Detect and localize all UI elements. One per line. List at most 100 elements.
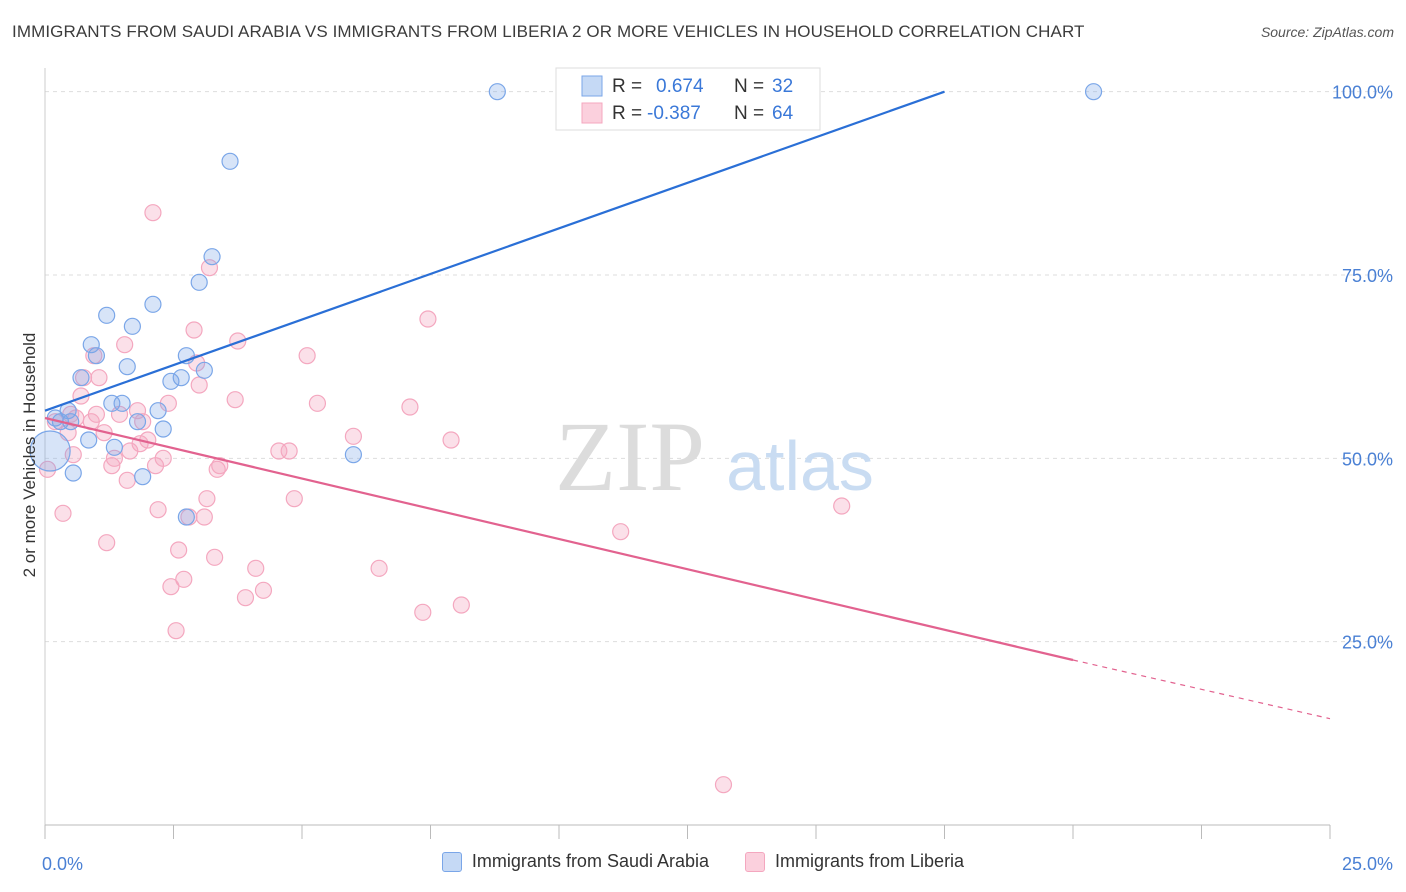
data-point-saudi [172,369,190,387]
legend-label-saudi: Immigrants from Saudi Arabia [471,851,710,871]
data-point-liberia [236,589,255,607]
data-point-saudi [144,295,162,313]
legend-r-value-saudi: 0.674 [656,76,704,97]
y-tick-labels: 25.0% 50.0% 75.0% 100.0% [1332,83,1393,653]
data-point-saudi [162,372,180,390]
correlation-legend: R = 0.674 N = 32 R = -0.387 N = 64 [555,67,821,131]
series-saudi-points [29,83,1103,526]
data-point-liberia [344,427,362,445]
legend-n-label: N = [734,76,764,97]
chart-title: IMMIGRANTS FROM SAUDI ARABIA VS IMMIGRAN… [12,22,1085,41]
data-point-liberia [254,581,273,599]
y-axis-label: 2 or more Vehicles in Household [20,333,39,578]
data-point-saudi [154,420,172,438]
data-point-liberia [419,310,437,328]
data-point-liberia [116,336,134,354]
data-point-saudi [82,336,100,354]
data-point-saudi [1084,83,1103,101]
data-point-liberia [206,548,224,566]
data-point-saudi [80,431,98,449]
legend-swatch-saudi [441,851,462,872]
data-point-saudi [344,446,362,464]
data-point-liberia [833,497,851,515]
legend-label-liberia: Immigrants from Liberia [775,851,965,871]
data-point-liberia [401,398,419,416]
data-point-saudi [177,508,195,526]
x-tick-labels: 0.0% 25.0% [42,854,1393,874]
trend-line-liberia-extension [1072,659,1331,720]
source-label: Source: ZipAtlas.com [1260,24,1394,40]
data-point-liberia [154,449,172,467]
series-liberia-points [38,204,851,794]
axes [44,68,1331,839]
legend-item-saudi[interactable]: Immigrants from Saudi Arabia [441,851,710,872]
data-point-liberia [162,578,180,596]
data-point-liberia [200,259,219,277]
data-point-saudi [64,464,82,482]
data-point-liberia [452,596,470,614]
x-tick-label: 25.0% [1342,854,1393,874]
x-tick-label: 0.0% [42,854,83,874]
legend-swatch-liberia [745,851,766,872]
legend-n-label: N = [734,103,764,124]
data-point-liberia [280,442,298,460]
legend-item-liberia[interactable]: Immigrants from Liberia [745,851,964,872]
data-point-liberia [167,622,185,640]
data-point-saudi [190,273,208,291]
legend-swatch-saudi [581,75,603,97]
data-point-liberia [226,391,244,409]
data-point-saudi [118,358,136,376]
data-point-liberia [285,490,303,508]
legend-n-value-liberia: 64 [772,103,794,124]
data-point-saudi [149,402,167,420]
y-tick-label: 25.0% [1342,633,1393,653]
data-point-liberia [442,431,460,449]
data-point-liberia [211,457,229,475]
trend-lines [44,90,1331,720]
data-point-liberia [229,332,247,350]
data-point-liberia [185,321,203,339]
legend-r-label: R = [612,76,642,97]
watermark-zip: ZIP [555,401,705,512]
data-point-liberia [64,446,82,464]
data-point-liberia [149,501,167,519]
data-point-saudi [203,248,221,266]
data-point-liberia [54,504,72,522]
data-point-liberia [144,204,162,222]
data-point-liberia [370,559,388,577]
data-point-saudi [105,438,123,456]
data-point-saudi [221,152,239,170]
data-point-liberia [98,534,116,552]
data-point-liberia [247,559,265,577]
y-tick-label: 100.0% [1332,83,1393,103]
data-point-liberia [714,776,733,794]
data-point-liberia [118,471,136,489]
data-point-saudi [195,361,213,379]
data-point-liberia [90,369,108,387]
data-point-saudi [87,347,106,365]
trend-line-liberia [44,416,1074,662]
data-point-liberia [298,347,316,365]
trend-line-saudi [44,90,945,412]
data-point-liberia [175,570,193,588]
y-tick-label: 50.0% [1342,449,1393,469]
data-point-liberia [195,508,213,526]
data-point-liberia [414,603,432,621]
data-point-liberia [134,413,152,431]
y-tick-label: 75.0% [1342,266,1393,286]
legend-n-value-saudi: 32 [772,76,793,97]
data-point-liberia [198,490,216,508]
legend-swatch-liberia [581,102,603,124]
data-point-saudi [134,468,152,486]
data-point-liberia [170,541,188,559]
legend-r-value-liberia: -0.387 [647,103,701,124]
data-point-liberia [308,394,327,412]
data-point-saudi [29,430,71,472]
grid-lines [45,91,1392,643]
data-point-saudi [488,83,506,101]
data-point-saudi [113,394,131,412]
data-point-liberia [38,460,57,478]
data-point-saudi [123,317,141,335]
data-point-saudi [128,413,147,431]
data-point-liberia [612,523,630,541]
